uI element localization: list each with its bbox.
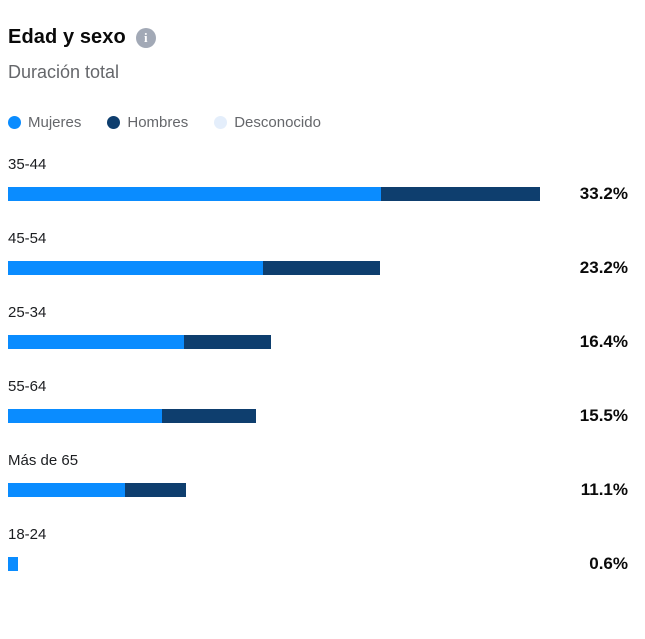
legend-item: Desconocido	[214, 114, 321, 131]
chart-header: Edad y sexo i	[8, 26, 628, 49]
bar-segment-hombres	[381, 187, 540, 201]
bar-track	[8, 261, 540, 275]
bar-track	[8, 557, 540, 571]
age-group-label: 55-64	[8, 378, 47, 395]
percentage-value: 11.1%	[580, 480, 628, 499]
age-group-label: 25-34	[8, 304, 47, 321]
bar-segment-mujeres	[8, 187, 381, 201]
legend-label: Desconocido	[234, 114, 321, 131]
bar-track	[8, 483, 540, 497]
bar-segment-hombres	[263, 261, 380, 275]
percentage-value: 16.4%	[579, 332, 628, 351]
percentage-value: 0.6%	[589, 554, 628, 573]
legend-item: Mujeres	[8, 114, 81, 131]
page-title: Edad y sexo	[8, 26, 126, 48]
percentage-value: 15.5%	[579, 406, 628, 425]
legend-label: Mujeres	[28, 114, 82, 131]
bar-segment-hombres	[125, 483, 186, 497]
bar-segment-hombres	[184, 335, 271, 349]
bar-segment-mujeres	[8, 483, 125, 497]
chart-subtitle: Duración total	[8, 62, 120, 82]
bar-segment-mujeres	[8, 557, 18, 571]
bar-track	[8, 409, 540, 423]
legend-dot-icon	[214, 116, 228, 129]
bar-segment-mujeres	[8, 261, 263, 275]
percentage-value: 33.2%	[579, 184, 628, 203]
bar-track	[8, 335, 540, 349]
age-group-label: 45-54	[8, 230, 47, 247]
percentage-value: 23.2%	[579, 258, 628, 277]
chart-legend: Mujeres Hombres Desconocido	[8, 114, 628, 131]
bar-segment-mujeres	[8, 409, 162, 423]
age-group-row: 35-44 33.2%	[8, 156, 628, 203]
bar-track	[8, 187, 540, 201]
bar-segment-mujeres	[8, 335, 184, 349]
age-group-label: Más de 65	[8, 452, 79, 469]
age-group-row: 45-54 23.2%	[8, 230, 628, 277]
bar-chart: 35-44 33.2% 45-54 23.2% 25-34 16.4%	[8, 156, 628, 573]
bar-segment-hombres	[162, 409, 256, 423]
age-group-row: 55-64 15.5%	[8, 378, 628, 425]
age-group-label: 35-44	[8, 156, 47, 173]
legend-dot-icon	[107, 116, 121, 129]
legend-item: Hombres	[107, 114, 188, 131]
age-group-row: 25-34 16.4%	[8, 304, 628, 351]
age-group-row: Más de 65 11.1%	[8, 452, 628, 499]
legend-label: Hombres	[127, 114, 189, 131]
info-icon[interactable]: i	[135, 27, 156, 48]
age-group-label: 18-24	[8, 526, 47, 543]
age-group-row: 18-24 0.6%	[8, 526, 628, 573]
legend-dot-icon	[8, 116, 21, 129]
